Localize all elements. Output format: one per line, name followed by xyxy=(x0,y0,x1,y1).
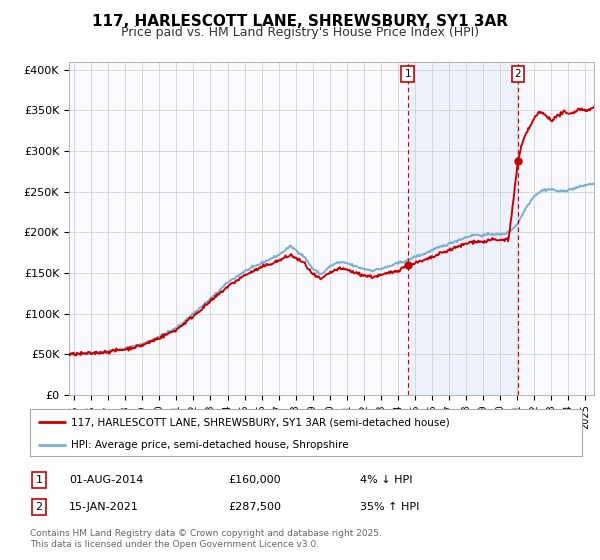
Text: 35% ↑ HPI: 35% ↑ HPI xyxy=(360,502,419,512)
Text: HPI: Average price, semi-detached house, Shropshire: HPI: Average price, semi-detached house,… xyxy=(71,440,349,450)
Text: £287,500: £287,500 xyxy=(228,502,281,512)
Text: 2: 2 xyxy=(515,69,521,79)
Text: 4% ↓ HPI: 4% ↓ HPI xyxy=(360,475,413,485)
Text: 1: 1 xyxy=(35,475,43,485)
Text: 1: 1 xyxy=(404,69,411,79)
Text: 01-AUG-2014: 01-AUG-2014 xyxy=(69,475,143,485)
Text: 2: 2 xyxy=(35,502,43,512)
Text: £160,000: £160,000 xyxy=(228,475,281,485)
Bar xyxy=(408,62,518,395)
Text: 117, HARLESCOTT LANE, SHREWSBURY, SY1 3AR (semi-detached house): 117, HARLESCOTT LANE, SHREWSBURY, SY1 3A… xyxy=(71,417,450,427)
Text: Contains HM Land Registry data © Crown copyright and database right 2025.
This d: Contains HM Land Registry data © Crown c… xyxy=(30,529,382,549)
Text: 15-JAN-2021: 15-JAN-2021 xyxy=(69,502,139,512)
Text: 117, HARLESCOTT LANE, SHREWSBURY, SY1 3AR: 117, HARLESCOTT LANE, SHREWSBURY, SY1 3A… xyxy=(92,14,508,29)
Text: Price paid vs. HM Land Registry's House Price Index (HPI): Price paid vs. HM Land Registry's House … xyxy=(121,26,479,39)
